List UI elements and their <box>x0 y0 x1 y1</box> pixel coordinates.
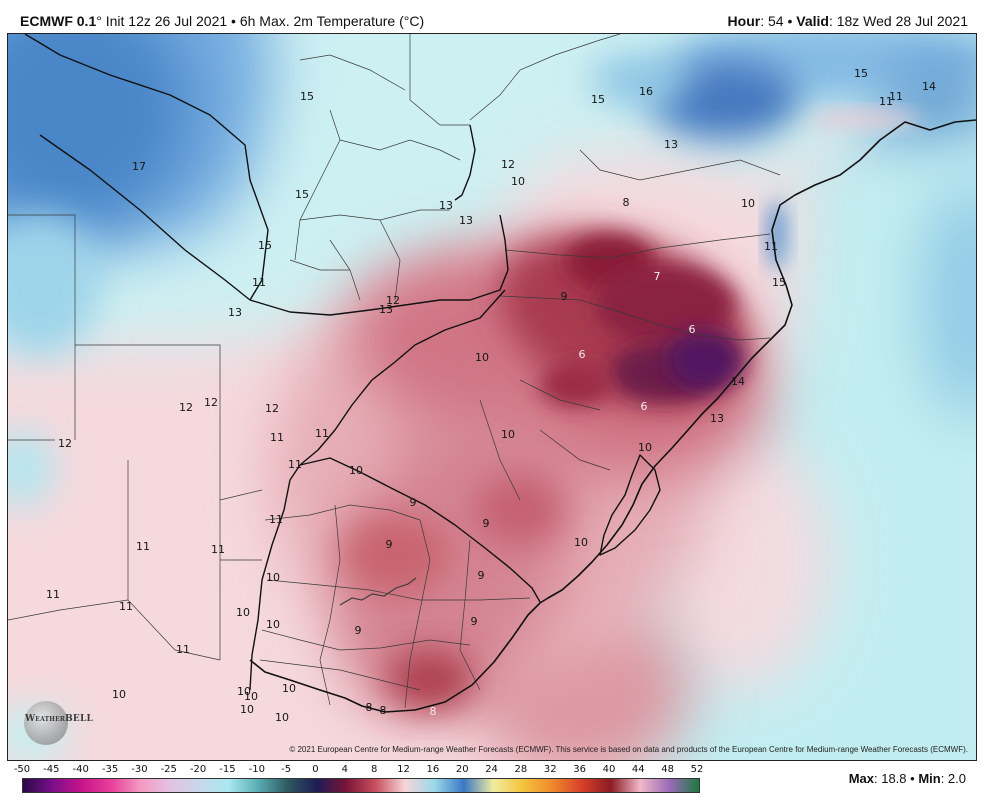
colorbar-tick-label: -45 <box>43 764 60 775</box>
weatherbell-logo: WeatherBELL <box>22 700 108 746</box>
country-border <box>454 124 476 201</box>
state-border <box>299 54 406 91</box>
colorbar-tick-label: 24 <box>485 764 498 775</box>
copyright-notice: © 2021 European Centre for Medium-range … <box>289 745 968 754</box>
state-border <box>579 149 781 181</box>
country-border <box>249 464 301 691</box>
shading-cold-core <box>8 34 190 230</box>
shading-cold-pool-mid <box>595 265 735 345</box>
forecast-valid-time: Hour: 54 • Valid: 18z Wed 28 Jul 2021 <box>728 12 968 30</box>
state-border <box>289 259 350 271</box>
colorbar-tick-label: 44 <box>631 764 645 775</box>
shading-cool-north-2 <box>590 55 690 105</box>
max-value: : 18.8 • <box>874 771 919 786</box>
hour-label: Hour <box>727 13 761 29</box>
country-border <box>24 34 269 301</box>
colorbar-tick-label: 48 <box>661 764 675 775</box>
shading-coastal-cool <box>768 200 788 270</box>
lagoon-outline <box>599 454 661 556</box>
colorbar-tick-label: 8 <box>370 764 378 775</box>
shading-cold-spot-south <box>385 650 475 710</box>
country-border <box>249 214 509 316</box>
country-border <box>299 457 541 603</box>
colorbar-tick-label: -15 <box>219 764 236 775</box>
shading-mild-west <box>8 428 54 508</box>
state-border <box>294 109 341 261</box>
colorbar-tick-label: -5 <box>281 764 292 775</box>
state-border <box>8 214 76 440</box>
temperature-colorbar <box>22 778 700 793</box>
shading-coldest-core <box>667 330 743 390</box>
colorbar-tick-label: 32 <box>543 764 557 775</box>
state-border <box>459 539 481 691</box>
state-border <box>261 629 471 651</box>
state-border <box>264 504 421 521</box>
state-border <box>127 460 221 661</box>
map-title: ECMWF 0.1° Init 12z 26 Jul 2021 • 6h Max… <box>20 12 424 30</box>
state-border <box>8 599 129 621</box>
colorbar-tick-label: -20 <box>189 764 207 775</box>
min-value: : 2.0 <box>940 771 966 786</box>
shading-cool-rs <box>475 475 565 545</box>
min-label: Min <box>918 771 941 786</box>
colorbar-tick-label: -30 <box>131 764 148 775</box>
state-border <box>379 219 401 301</box>
colorbar-tick-label: 16 <box>426 764 440 775</box>
colorbar-tick-label: -50 <box>13 764 31 775</box>
colorbar-tick-label: 36 <box>573 764 586 775</box>
river <box>339 577 417 606</box>
logo-text: WeatherBELL <box>25 714 94 724</box>
shading-warm-strip <box>810 111 920 129</box>
title-details: ° Init 12z 26 Jul 2021 • 6h Max. 2m Temp… <box>96 13 425 29</box>
state-border <box>504 233 771 259</box>
state-border <box>404 519 431 709</box>
state-border <box>319 504 341 706</box>
temperature-shading <box>8 34 976 760</box>
hour-value: : 54 • <box>760 13 797 29</box>
model-name: ECMWF 0.1 <box>20 13 97 29</box>
colorbar-tick-label: -40 <box>72 764 89 775</box>
country-borders <box>24 34 541 691</box>
state-border <box>409 34 470 126</box>
state-border <box>469 34 621 121</box>
shading-cool-west <box>8 215 100 355</box>
coastline <box>249 119 976 713</box>
colorbar-tick-label: -25 <box>160 764 177 775</box>
state-border <box>499 295 771 341</box>
shading-cold-spot <box>540 363 610 407</box>
country-border <box>39 134 251 301</box>
state-border <box>267 579 531 601</box>
logo-emblem-icon <box>24 701 68 745</box>
colorbar-tick-label: -35 <box>101 764 119 775</box>
valid-value: : 18z Wed 28 Jul 2021 <box>828 13 968 29</box>
state-border <box>259 659 421 691</box>
map-canvas <box>8 34 976 760</box>
colorbar-tick-label: 12 <box>397 764 410 775</box>
valid-label: Valid <box>796 13 829 29</box>
country-border <box>299 289 506 466</box>
colorbar-tick-label: 52 <box>690 764 704 775</box>
colorbar-tick-label: 20 <box>455 764 469 775</box>
colorbar-tick-label: -10 <box>248 764 265 775</box>
colorbar-tick-label: 28 <box>514 764 528 775</box>
state-border <box>339 139 461 161</box>
colorbar-tick-label: 40 <box>602 764 616 775</box>
state-borders <box>8 34 781 709</box>
temperature-map <box>7 33 977 761</box>
state-border <box>479 379 611 501</box>
max-label: Max <box>848 771 874 786</box>
shading-ocean-east <box>920 180 976 420</box>
colorbar-tick-label: 4 <box>341 764 348 775</box>
state-border <box>219 489 263 561</box>
shading-cool-uruguay <box>340 515 450 595</box>
colorbar-tick-label: 0 <box>312 764 319 775</box>
max-min-stats: Max: 18.8 • Min: 2.0 <box>849 771 966 787</box>
state-border <box>75 344 221 660</box>
